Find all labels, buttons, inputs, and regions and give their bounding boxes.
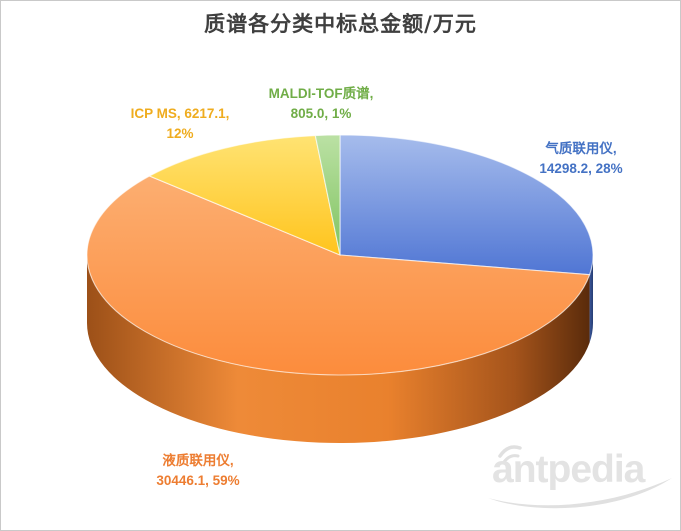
watermark-text: antpedia [492, 448, 645, 491]
slice-label-green: MALDI-TOF质谱, 805.0, 1% [238, 84, 404, 124]
pie-side-2 [87, 255, 590, 444]
watermark-antenna-icon [502, 454, 520, 464]
slice-label-value: 12% [166, 126, 194, 141]
chart-title: 质谱各分类中标总金额/万元 [204, 11, 477, 36]
slice-label-blue: 气质联用仪, 14298.2, 28% [501, 139, 661, 179]
watermark-swoosh [488, 478, 672, 509]
slice-label-name: ICP MS, 6217.1, [130, 106, 230, 121]
watermark-swoosh-icon [488, 445, 672, 509]
pie-side-1 [589, 255, 593, 343]
pie-slice-3 [148, 134, 341, 256]
slice-label-orange: 液质联用仪, 30446.1, 59% [118, 451, 278, 491]
slice-label-value: 30446.1, 59% [156, 473, 240, 488]
pie-slice-1 [339, 134, 594, 276]
watermark-antenna-icon [498, 445, 522, 458]
pie-slice-2 [86, 175, 591, 376]
slice-label-name: 液质联用仪, [162, 453, 234, 468]
slice-label-name: 气质联用仪, [545, 141, 617, 156]
watermark: antpedia [486, 444, 676, 519]
slice-label-value: 805.0, 1% [290, 106, 352, 121]
slice-label-value: 14298.2, 28% [539, 161, 623, 176]
slice-label-gold: ICP MS, 6217.1, 12% [100, 104, 260, 144]
slice-label-name: MALDI-TOF质谱, [268, 86, 374, 101]
pie-slice-4 [314, 134, 341, 256]
